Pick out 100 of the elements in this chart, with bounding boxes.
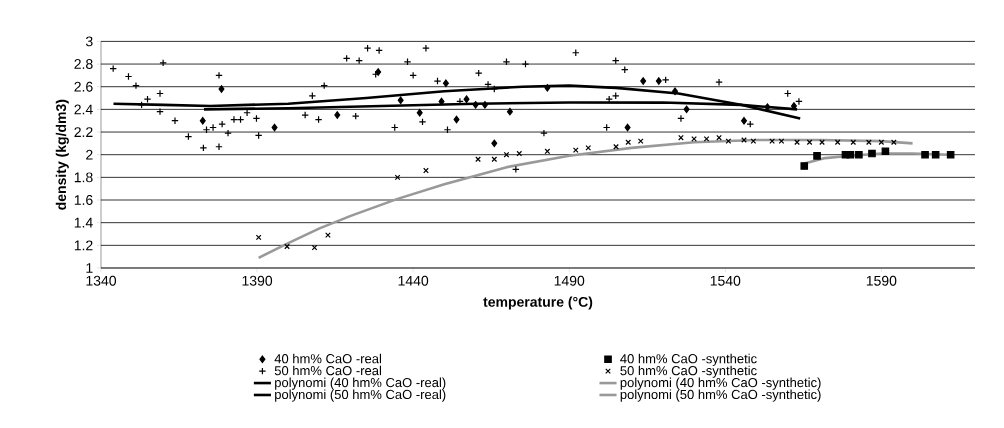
point [544, 84, 551, 92]
point [503, 151, 510, 158]
point [271, 123, 278, 132]
point [171, 116, 179, 125]
point [491, 139, 498, 148]
point [199, 144, 208, 152]
line-series [112, 84, 802, 120]
point [442, 79, 449, 88]
point [764, 103, 771, 111]
point [715, 78, 723, 86]
point [218, 85, 225, 93]
y-tick-label: 2.4 [74, 104, 93, 115]
point [703, 135, 710, 142]
point [661, 76, 670, 84]
point [613, 143, 619, 150]
point [230, 115, 238, 124]
legend-label: polynomi (40 hm% CaO -synthetic) [620, 377, 821, 390]
legend-label: 40 hm% CaO -real [274, 353, 382, 364]
point [794, 139, 800, 146]
point [790, 102, 797, 110]
x-tick-label: 1490 [554, 275, 585, 286]
x-tick-label: 1440 [398, 275, 429, 286]
point [868, 149, 876, 158]
point [795, 97, 803, 106]
y-tick-label: 2 [86, 149, 93, 160]
legend-label: polynomi (40 hm% CaO -real) [275, 377, 446, 390]
point [691, 135, 697, 142]
point [881, 147, 890, 156]
point [640, 77, 647, 85]
point [716, 134, 722, 141]
point [481, 101, 488, 109]
point [463, 95, 470, 103]
point [209, 123, 217, 132]
point [218, 120, 226, 128]
legend-label: polynomi (50 hm% CaO -real) [275, 389, 446, 402]
point [397, 96, 404, 105]
point [472, 101, 479, 109]
point [540, 129, 548, 137]
point [159, 59, 167, 67]
point [946, 150, 955, 159]
point [678, 134, 684, 141]
point [683, 105, 690, 114]
point [931, 150, 940, 159]
x-tick-label: 1390 [242, 275, 273, 286]
point [416, 108, 423, 117]
point [778, 138, 785, 144]
point [855, 150, 863, 159]
y-tick-label: 1.6 [74, 195, 93, 205]
y-tick-label: 1.4 [74, 217, 93, 228]
line-series [257, 138, 914, 260]
point [394, 174, 401, 181]
x-axis-title: temperature (°C) [483, 296, 593, 310]
point [422, 44, 430, 52]
point [438, 97, 445, 106]
x-tick-label: 1340 [86, 275, 117, 286]
legend-label: 40 hm% CaO -synthetic [620, 353, 757, 366]
point [156, 89, 164, 98]
x-tick-label: 1540 [710, 275, 741, 286]
point [423, 167, 429, 174]
point [672, 87, 679, 96]
x-tick-label: 1590 [866, 275, 897, 286]
point [199, 116, 206, 125]
point [677, 114, 685, 123]
point [866, 139, 872, 146]
point [637, 138, 644, 144]
y-tick-label: 1 [86, 263, 93, 273]
legend-label: 50 hm% CaO -real [274, 365, 382, 376]
point [921, 150, 929, 159]
y-tick-label: 1.2 [74, 240, 93, 251]
point [655, 77, 662, 85]
point [750, 138, 757, 144]
point [521, 60, 530, 68]
legend-label: 50 hm% CaO -synthetic [620, 365, 757, 378]
point [284, 243, 290, 250]
point [878, 139, 885, 146]
point [132, 81, 140, 90]
point [806, 139, 813, 146]
point [375, 68, 382, 76]
legend-label: polynomi (50 hm% CaO -synthetic) [620, 389, 821, 402]
point [800, 162, 809, 170]
point [741, 116, 748, 125]
point [834, 139, 841, 146]
y-axis-title: density (kg/dm3) [55, 99, 69, 210]
y-tick-label: 1.8 [74, 172, 93, 183]
point [725, 138, 732, 144]
point [334, 111, 341, 119]
y-tick-label: 2.6 [74, 81, 93, 92]
point [215, 71, 223, 80]
point [484, 80, 492, 89]
point [453, 115, 460, 124]
point [490, 85, 499, 93]
point [624, 123, 631, 132]
point [156, 107, 164, 116]
point [475, 156, 481, 163]
point [301, 111, 309, 119]
y-tick-label: 2.2 [74, 127, 93, 137]
point [846, 150, 855, 159]
point [215, 142, 223, 151]
point [433, 77, 442, 85]
point [813, 152, 821, 160]
